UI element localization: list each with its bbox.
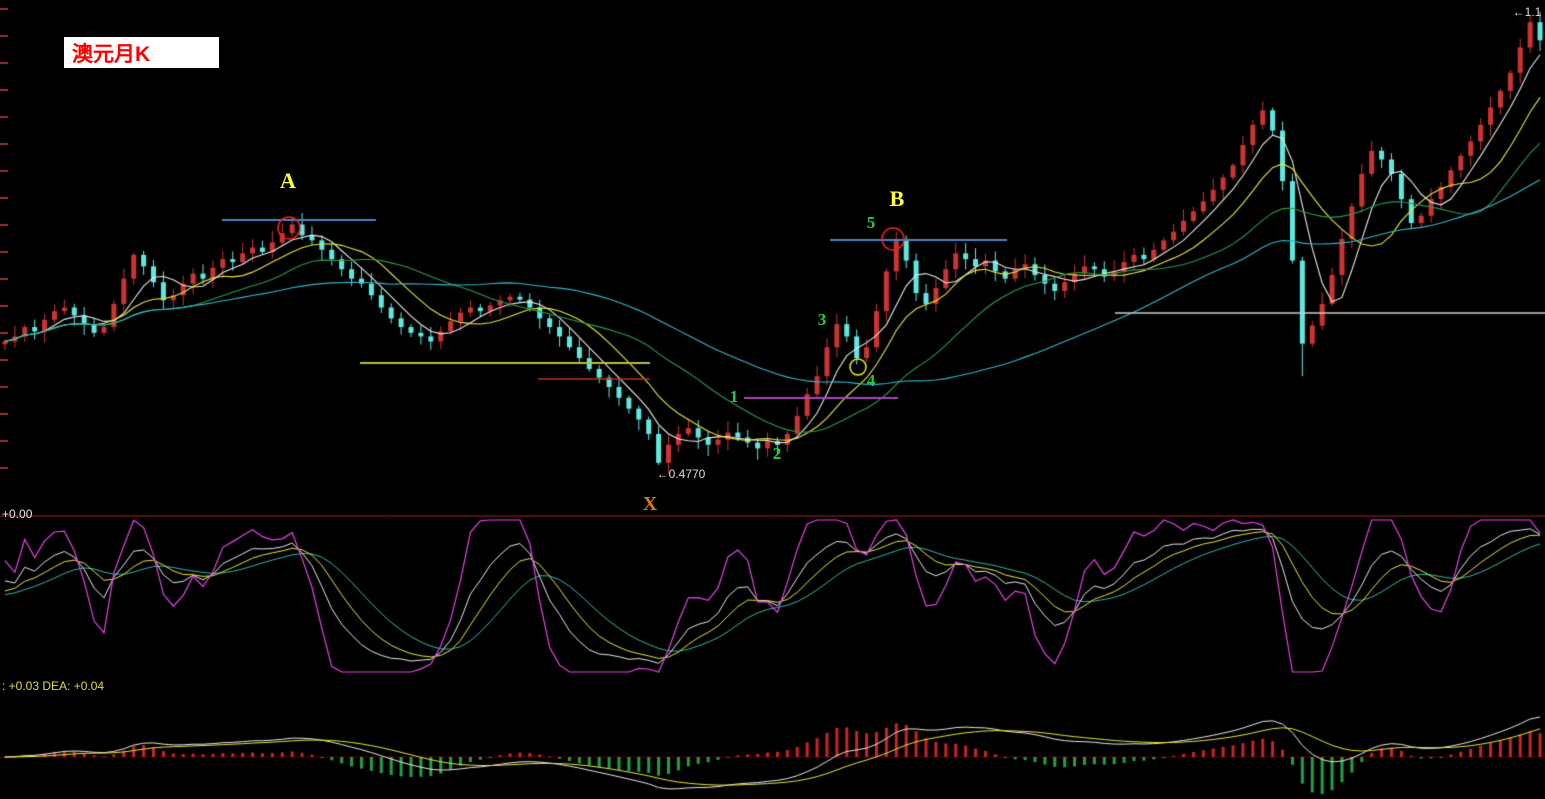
annotation-text: 3 bbox=[817, 310, 827, 329]
annotation-text: B bbox=[889, 186, 905, 211]
symbol-title: 澳元月K bbox=[72, 42, 151, 66]
macd-value-label: : +0.03 DEA: +0.04 bbox=[2, 679, 105, 693]
annotation-text: 5 bbox=[866, 213, 876, 232]
kdj-value-label: +0.00 bbox=[2, 507, 33, 521]
annotation-text: 4 bbox=[866, 371, 876, 390]
annotation-text: 2 bbox=[772, 444, 782, 463]
annotation-text: 1 bbox=[729, 387, 739, 406]
annotation-text: ←0.4770 bbox=[656, 467, 706, 481]
annotation-text: X bbox=[642, 493, 658, 515]
symbol-title-box: 澳元月K bbox=[64, 37, 219, 68]
annotation-text: ←1.1 bbox=[1512, 5, 1542, 19]
annotation-text: A bbox=[280, 168, 296, 193]
